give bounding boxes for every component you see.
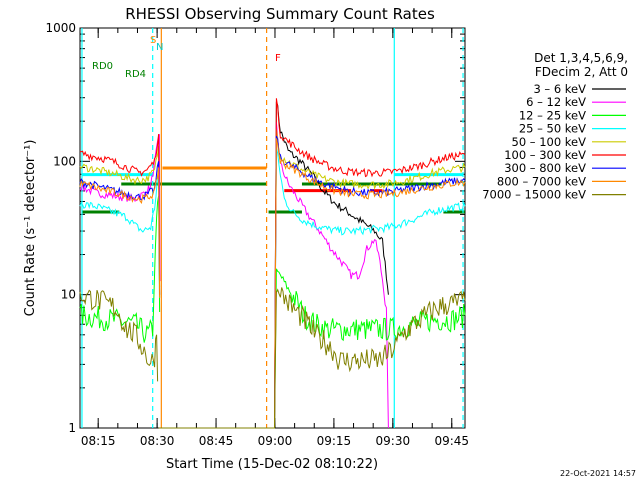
legend: Det 1,3,4,5,6,9, FDecim 2, Att 0 3 – 6 k…: [482, 51, 628, 202]
chart-title: RHESSI Observing Summary Count Rates: [125, 5, 435, 23]
x-tick-label: 08:15: [81, 434, 116, 448]
x-tick-label: 08:30: [140, 434, 175, 448]
x-tick-label: 09:45: [434, 434, 469, 448]
x-tick-label: 08:45: [199, 434, 234, 448]
y-axis-label: Count Rate (s⁻¹ detector⁻¹): [23, 140, 38, 317]
legend-entry-label: 100 – 300 keV: [504, 148, 586, 162]
saa-label: S: [150, 35, 156, 46]
x-axis-label: Start Time (15-Dec-02 08:10:22): [166, 457, 378, 472]
vertical-markers: [81, 28, 464, 428]
series-line-8: [79, 287, 466, 429]
series-line-0: [274, 101, 389, 429]
legend-header-2: FDecim 2, Att 0: [535, 65, 628, 79]
legend-entry-label: 7000 – 15000 keV: [482, 188, 586, 202]
legend-entry-label: 300 – 800 keV: [504, 161, 586, 175]
y-tick-label: 1: [68, 421, 76, 435]
y-tick-label: 10: [61, 288, 76, 302]
legend-entry-label: 12 – 25 keV: [519, 108, 586, 122]
rd0-label: RD0: [92, 61, 113, 72]
x-tick-label: 09:30: [376, 434, 411, 448]
legend-entry-label: 800 – 7000 keV: [497, 174, 586, 188]
y-tick-label: 100: [53, 154, 76, 168]
legend-entry-label: 50 – 100 keV: [512, 135, 587, 149]
y-tick-label: 1000: [45, 21, 76, 35]
legend-entry-label: 3 – 6 keV: [533, 82, 586, 96]
x-tick-label: 09:00: [258, 434, 293, 448]
generation-timestamp: 22-Oct-2021 14:57: [560, 469, 636, 478]
legend-entry-label: 25 – 50 keV: [519, 122, 586, 136]
series-lines: [79, 98, 466, 429]
rd4-label: RD4: [125, 69, 146, 80]
legend-entry-label: 6 – 12 keV: [526, 95, 586, 109]
x-tick-label: 09:15: [317, 434, 352, 448]
n-label: N: [156, 42, 163, 53]
legend-header-1: Det 1,3,4,5,6,9,: [534, 51, 628, 65]
flare-label: F: [275, 53, 281, 64]
